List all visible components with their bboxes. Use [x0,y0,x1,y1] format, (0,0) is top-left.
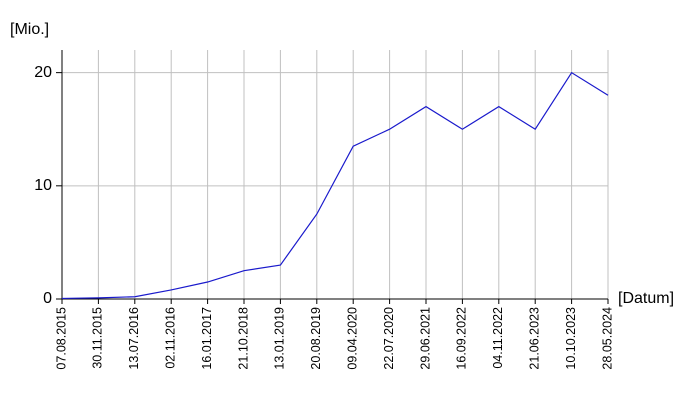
x-tick-label: 21.06.2023 [527,307,541,370]
x-tick-label: 16.09.2022 [455,307,469,370]
y-tick-label: 20 [34,64,52,81]
x-axis-label: [Datum] [618,290,674,307]
x-tick-label: 07.08.2015 [54,307,68,370]
x-tick-label: 10.10.2023 [564,307,578,370]
x-tick-label: 04.11.2022 [491,307,505,369]
x-tick-label: 13.01.2019 [273,307,287,370]
x-tick-label: 30.11.2015 [91,307,105,369]
data-line [61,71,609,300]
x-tick-label: 22.07.2020 [382,307,396,370]
x-tick-label: 02.11.2016 [163,307,177,369]
y-tick-label: 10 [34,177,52,194]
y-axis-label: [Mio.] [10,21,49,38]
x-tick-label: 16.01.2017 [200,307,214,370]
x-tick-label: 28.05.2024 [600,307,614,370]
x-tick-label: 29.06.2021 [418,307,432,370]
x-tick-label: 20.08.2019 [309,307,323,370]
x-tick-label: 13.07.2016 [127,307,141,370]
x-tick-label: 09.04.2020 [345,307,359,370]
y-tick-label: 0 [43,290,52,307]
x-tick-label: 21.10.2018 [236,307,250,370]
